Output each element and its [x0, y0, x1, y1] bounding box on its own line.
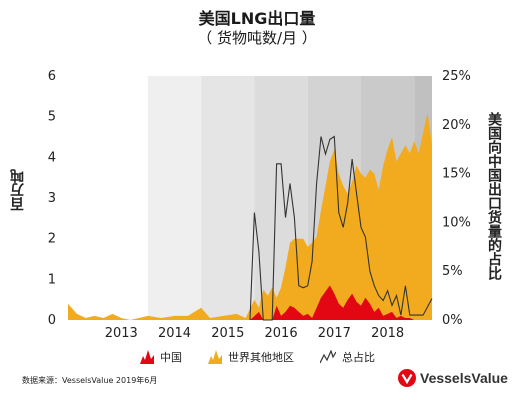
legend-label-china: 中国: [160, 351, 182, 364]
x-tick-label: 2017: [318, 326, 351, 341]
y-left-tick-label: 0: [48, 313, 56, 328]
legend-item-china: 中国: [140, 349, 182, 365]
y-left-tick-label: 3: [48, 191, 56, 206]
vesselsvalue-logo: VesselsValue: [398, 369, 508, 387]
vesselsvalue-logo-icon: [398, 369, 416, 387]
legend-item-total-share: 总占比: [320, 349, 375, 365]
y-right-tick-label: 25%: [442, 69, 471, 84]
legend-item-rest-of-world: 世界其他地区: [208, 349, 294, 365]
y-right-tick-label: 15%: [442, 167, 471, 182]
legend-label-total-share: 总占比: [342, 351, 375, 364]
y-right-tick-label: 20%: [442, 118, 471, 133]
area-series: [68, 112, 432, 320]
chart-subtitle: （ 货物吨数/月 ）: [197, 29, 317, 47]
y-left-tick-label: 2: [48, 232, 56, 247]
line-series: [249, 135, 433, 321]
line-series-total-share: [249, 135, 433, 321]
source-note: 数据来源：VesselsValue 2019年6月: [22, 376, 158, 385]
year-band-2014: [147, 76, 202, 320]
x-tick-label: 2013: [105, 326, 138, 341]
brand-name: VesselsValue: [420, 370, 508, 386]
area-series-1: [68, 285, 432, 320]
legend-swatch-total-share: [320, 350, 336, 364]
chart-title: 美国LNG出口量: [198, 9, 316, 28]
y-axis-right-label: 美国向中国出口货量的占比: [486, 112, 502, 280]
y-left-tick-label: 5: [48, 110, 56, 125]
y-left-tick-label: 1: [48, 272, 56, 287]
legend-label-rest-of-world: 世界其他地区: [228, 351, 294, 364]
legend-swatch-rest-of-world: [208, 350, 222, 364]
x-tick-label: 2014: [158, 326, 191, 341]
area-series-0: [68, 112, 432, 320]
y-left-tick-label: 4: [48, 150, 56, 165]
year-band-2015: [201, 76, 255, 320]
x-tick-label: 2018: [371, 326, 404, 341]
y-right-tick-label: 0%: [442, 313, 463, 328]
x-tick-label: 2015: [211, 326, 244, 341]
axis-ticks: 0 1 2 3 4 5 6 0% 5% 10% 15% 20% 25% 2013 2014 2015 2016 2…: [48, 69, 471, 341]
y-right-tick-label: 5%: [442, 264, 463, 279]
x-tick-label: 2016: [265, 326, 298, 341]
y-right-tick-label: 10%: [442, 215, 471, 230]
legend: 中国 世界其他地区 总占比: [0, 349, 514, 369]
y-left-tick-label: 6: [48, 69, 56, 84]
legend-swatch-china: [140, 350, 154, 364]
